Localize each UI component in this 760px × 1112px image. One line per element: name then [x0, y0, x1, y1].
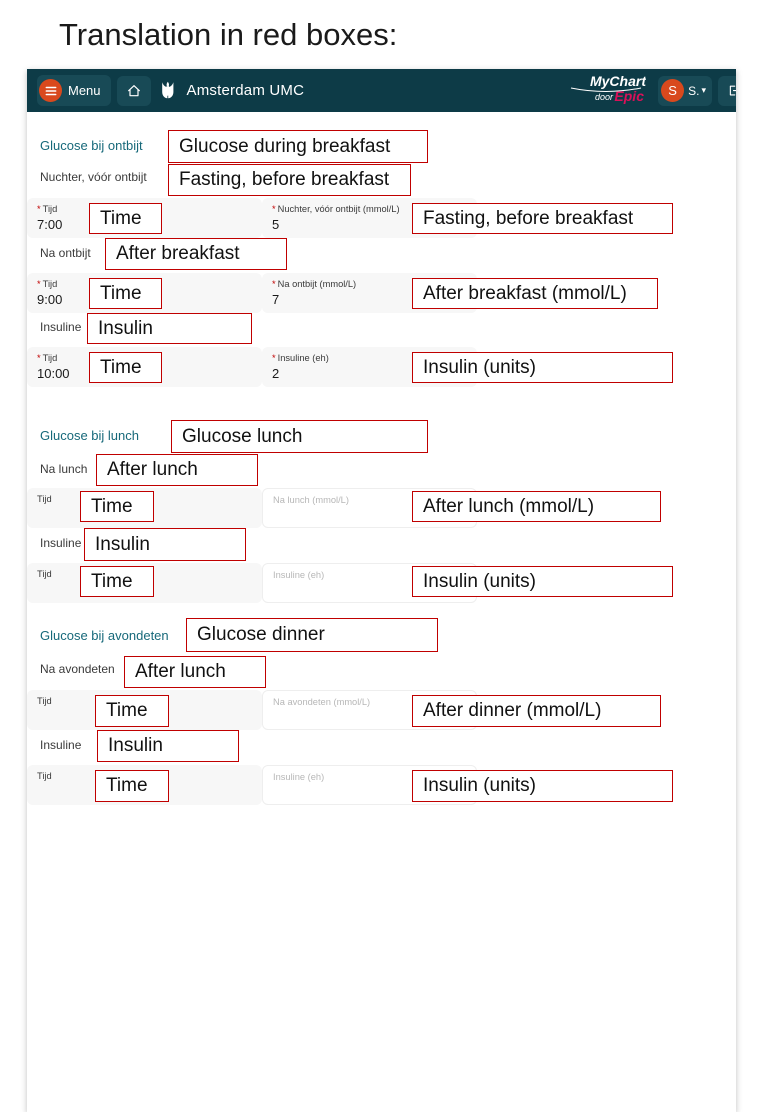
svg-text:MyChart: MyChart	[590, 73, 646, 89]
svg-text:Epic: Epic	[615, 88, 645, 104]
svg-text:door: door	[595, 92, 614, 102]
